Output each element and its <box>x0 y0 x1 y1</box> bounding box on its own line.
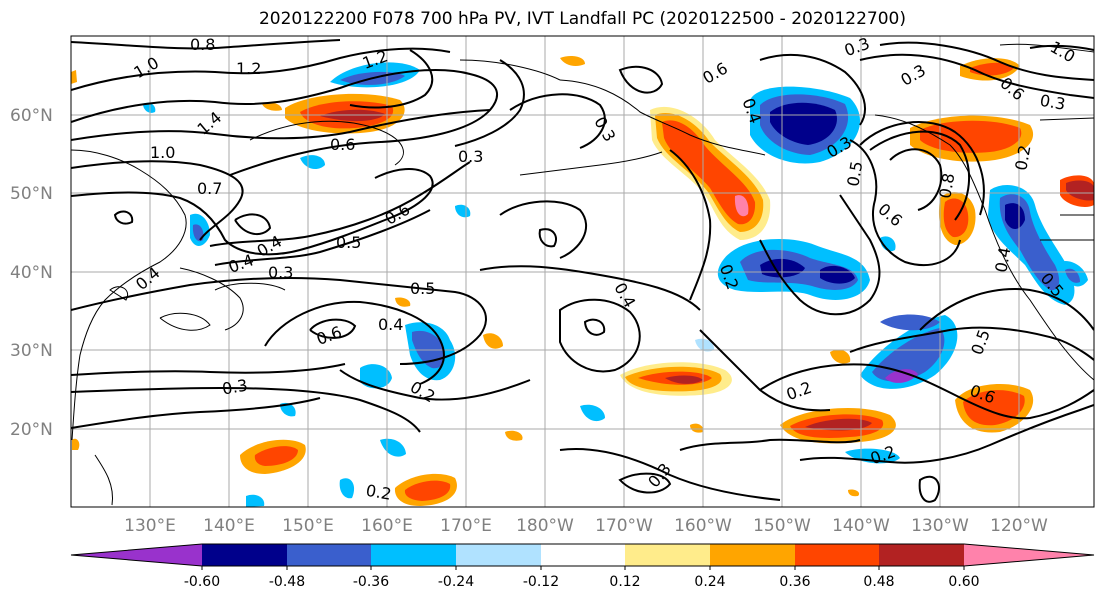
contour-label: 0.3 <box>221 375 249 398</box>
lon-label: 170°E <box>440 516 492 536</box>
contour-label: 0.2 <box>1011 144 1034 172</box>
latitude-labels: 60°N 50°N 40°N 30°N 20°N <box>10 106 53 440</box>
contour-label: 0.4 <box>991 246 1014 274</box>
contour-label: 0.3 <box>458 147 483 166</box>
colorbar-segment <box>964 544 1094 566</box>
map-panel: 1.2 0.8 1.0 1.2 1.4 1.0 0.7 0.6 0.5 0.6 … <box>71 35 1094 507</box>
colorbar-tick-label: -0.24 <box>438 574 474 590</box>
negative-anomaly-fills <box>143 62 1088 507</box>
colorbar: -0.60 -0.48 -0.36 -0.24 -0.12 0.12 0.24 … <box>70 543 1095 590</box>
contour-label: 0.8 <box>935 172 958 200</box>
contour-label: 0.7 <box>197 179 222 198</box>
lat-label-50n: 50°N <box>10 184 53 204</box>
colorbar-segment <box>287 544 371 566</box>
lon-label: 160°W <box>674 516 732 536</box>
lat-label-30n: 30°N <box>10 341 53 361</box>
colorbar-segment <box>456 544 541 566</box>
coastlines <box>71 43 1094 506</box>
contour-label: 0.5 <box>410 279 435 298</box>
longitude-labels: 130°E 140°E 150°E 160°E 170°E 180°W 170°… <box>124 516 1048 536</box>
colorbar-tick-label: 0.36 <box>779 574 810 590</box>
colorbar-segment <box>710 544 795 566</box>
lon-label: 150°W <box>753 516 811 536</box>
lon-label: 160°E <box>361 516 413 536</box>
colorbar-segment <box>202 544 287 566</box>
colorbar-tick-label: 0.12 <box>609 574 640 590</box>
colorbar-segment <box>625 544 710 566</box>
map-frame <box>70 35 1095 508</box>
lat-label-20n: 20°N <box>10 420 53 440</box>
contour-label: 1.2 <box>236 59 261 78</box>
colorbar-ticks <box>201 566 965 570</box>
map-title: 2020122200 F078 700 hPa PV, IVT Landfall… <box>258 9 906 29</box>
lat-label-40n: 40°N <box>10 263 53 283</box>
contour-label: 0.6 <box>330 135 355 154</box>
lat-label-60n: 60°N <box>10 106 53 126</box>
colorbar-tick-label: 0.60 <box>948 574 979 590</box>
contour-label: 0.5 <box>336 233 361 252</box>
lon-label: 130°W <box>911 516 969 536</box>
lon-label: 120°W <box>990 516 1048 536</box>
colorbar-segment <box>541 544 625 566</box>
colorbar-tick-label: -0.48 <box>269 574 305 590</box>
contour-label: 0.5 <box>843 160 866 188</box>
colorbar-tick-label: -0.60 <box>184 574 220 590</box>
lon-label: 130°E <box>124 516 176 536</box>
colorbar-tick-label: 0.24 <box>694 574 725 590</box>
colorbar-tick-label: -0.12 <box>523 574 559 590</box>
colorbar-segment <box>879 544 964 566</box>
contour-label: 1.0 <box>150 143 175 162</box>
colorbar-tick-label: -0.36 <box>353 574 389 590</box>
contour-label: 0.4 <box>378 315 403 334</box>
lon-label: 140°E <box>203 516 255 536</box>
contour-label: 0.2 <box>364 481 392 504</box>
colorbar-segment <box>71 544 202 566</box>
colorbar-segment <box>371 544 456 566</box>
lon-label: 150°E <box>282 516 334 536</box>
contour-label: 0.8 <box>190 35 215 54</box>
lon-label: 170°W <box>595 516 653 536</box>
colorbar-tick-label: 0.48 <box>863 574 894 590</box>
pv-contours <box>71 39 1094 503</box>
colorbar-segment <box>795 544 879 566</box>
lon-label: 140°W <box>832 516 890 536</box>
lon-label: 180°W <box>516 516 574 536</box>
contour-label: 0.3 <box>1038 91 1066 114</box>
contour-label: 0.3 <box>268 263 293 282</box>
